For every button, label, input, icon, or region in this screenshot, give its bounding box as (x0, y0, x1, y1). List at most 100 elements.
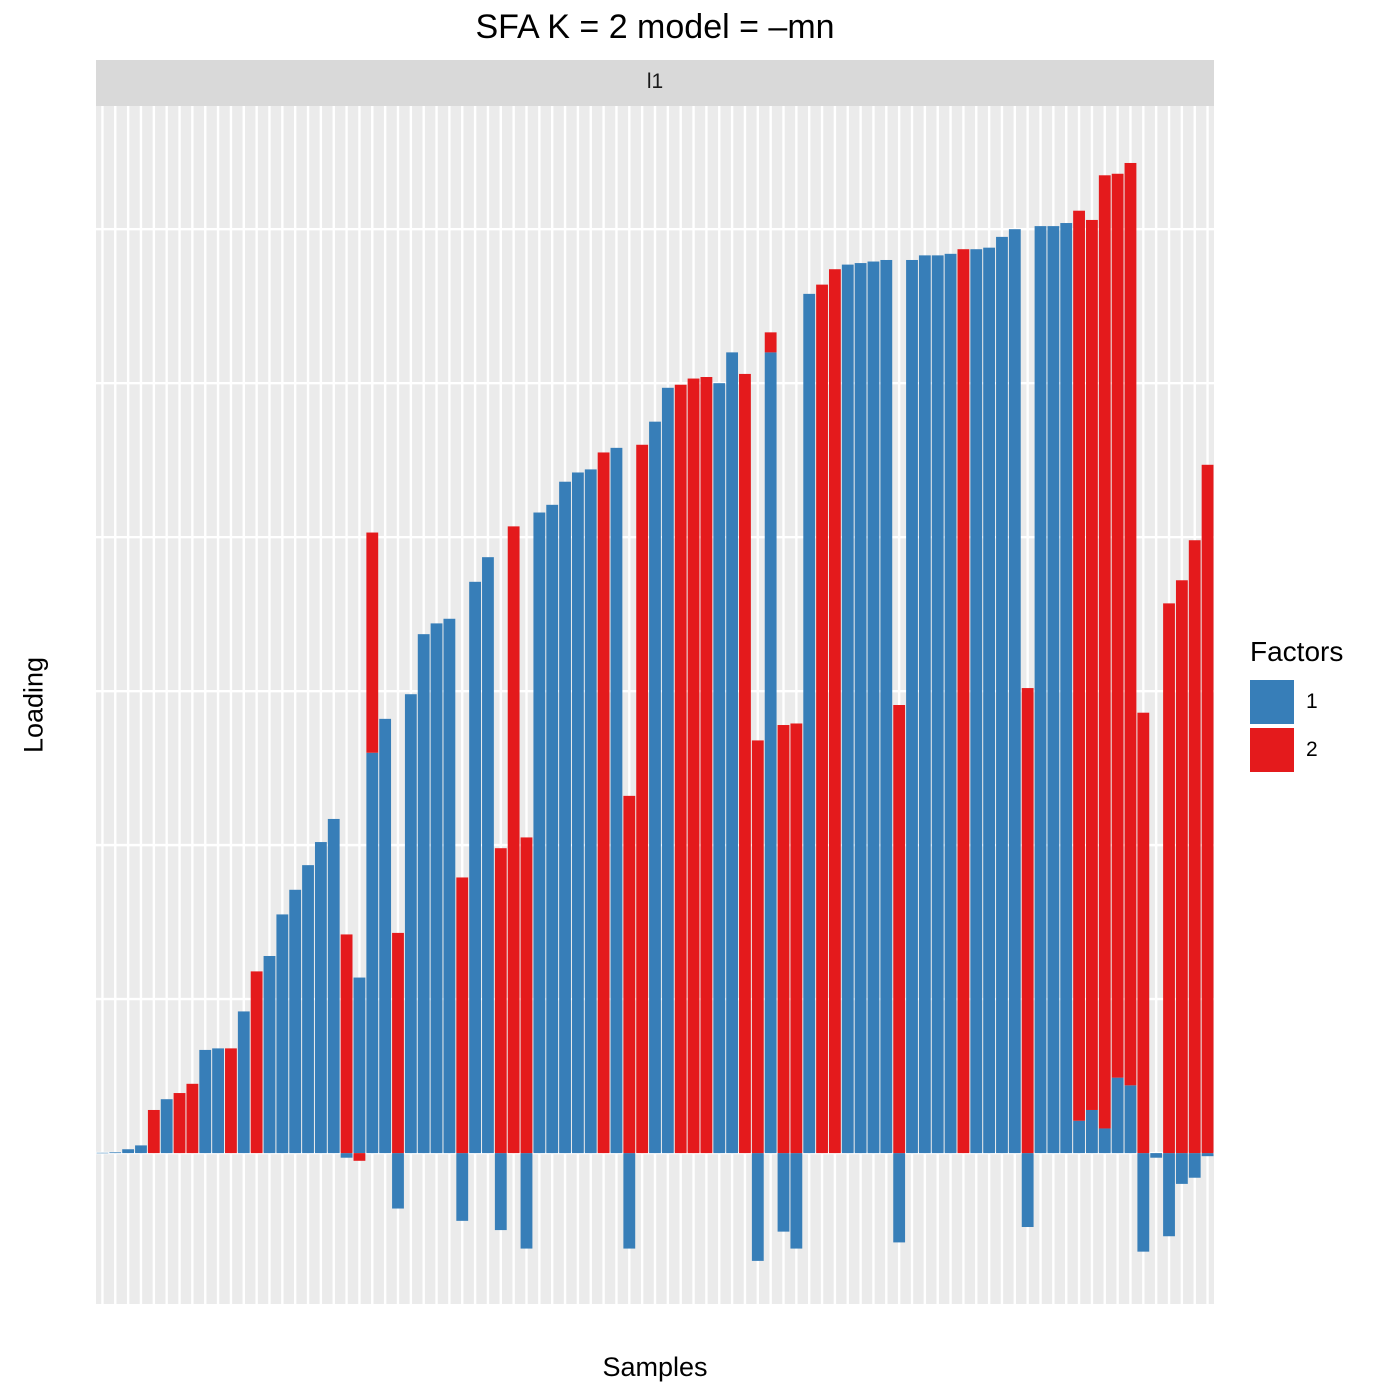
bar-factor-1 (649, 421, 661, 1154)
bar-factor-1 (289, 889, 302, 1154)
bar-factor-1 (482, 557, 494, 1154)
bar-factor-1 (944, 253, 957, 1154)
bar-factor-1 (160, 1099, 173, 1154)
bar-factor-2 (392, 932, 404, 1154)
bar-factor-1 (893, 1153, 906, 1243)
bar-factor-1 (366, 752, 379, 1154)
bar-factor-1 (1124, 1085, 1137, 1154)
bar-factor-2 (353, 1153, 366, 1161)
bar-factor-2 (225, 1048, 237, 1154)
bar-factor-1 (803, 293, 816, 1154)
bar-factor-1 (559, 481, 571, 1154)
bar-factor-1 (931, 255, 944, 1154)
bar-factor-1 (1150, 1153, 1163, 1158)
bar-factor-1 (327, 818, 340, 1154)
bar-factor-1 (970, 249, 983, 1154)
legend: Factors 1 2 (1250, 636, 1343, 774)
bar-factor-1 (918, 255, 931, 1154)
bar-factor-1 (610, 447, 623, 1154)
bar-factor-1 (1047, 226, 1060, 1154)
bar-factor-2 (173, 1093, 186, 1154)
legend-swatch-factor-2 (1250, 728, 1294, 772)
bar-factor-1 (1111, 1077, 1124, 1154)
bar-factor-1 (906, 259, 918, 1154)
legend-title: Factors (1250, 636, 1344, 667)
bar-factor-1 (392, 1153, 404, 1209)
bar-factor-1 (469, 581, 482, 1154)
bar-factor-1 (841, 264, 854, 1154)
bar-factor-2 (507, 526, 520, 1154)
bar-factor-1 (1008, 229, 1021, 1154)
bar-factor-1 (96, 1152, 109, 1154)
bar-factor-2 (1073, 210, 1085, 1121)
bar-factor-1 (456, 1153, 469, 1221)
bar-factor-2 (764, 332, 777, 353)
bar-factor-1 (404, 694, 417, 1154)
legend-item-factor-2: 2 (1250, 726, 1343, 774)
bar-factor-1 (430, 623, 443, 1154)
bar-factor-1 (314, 842, 327, 1154)
bar-factor-1 (212, 1048, 224, 1154)
bar-factor-2 (636, 444, 649, 1154)
bar-factor-1 (199, 1049, 212, 1154)
bar-factor-1 (996, 236, 1008, 1154)
bar-factor-1 (880, 259, 893, 1154)
bar-factor-1 (340, 1153, 353, 1158)
bar-factor-2 (520, 837, 533, 1154)
legend-item-factor-1: 1 (1250, 678, 1343, 726)
bar-factor-1 (623, 1153, 636, 1249)
bar-factor-1 (1060, 223, 1073, 1154)
bar-factor-1 (276, 914, 289, 1154)
legend-swatch-factor-1 (1250, 680, 1294, 724)
bar-factor-2 (366, 532, 379, 753)
bar-factor-1 (983, 247, 996, 1154)
plot-panel (96, 106, 1214, 1304)
bar-factor-1 (854, 263, 867, 1154)
bar-factor-1 (1034, 226, 1047, 1154)
bar-factor-2 (250, 971, 263, 1154)
bar-factor-1 (353, 977, 366, 1154)
bar-factor-1 (109, 1152, 122, 1154)
bar-factor-2 (893, 705, 906, 1154)
bar-factor-2 (186, 1083, 199, 1154)
bar-factor-2 (1098, 175, 1111, 1129)
bar-factor-1 (777, 1153, 790, 1232)
bar-factor-1 (1086, 1109, 1098, 1154)
bar-factor-2 (1163, 603, 1175, 1154)
bar-factor-1 (443, 618, 456, 1154)
bar-factor-1 (494, 1153, 507, 1231)
bar-factor-2 (1201, 464, 1214, 1154)
bar-factor-2 (1086, 219, 1098, 1110)
bar-factor-1 (751, 1153, 764, 1261)
bar-factor-1 (764, 352, 777, 1154)
chart-title: SFA K = 2 model = –mn (475, 8, 835, 46)
bar-factor-1 (1163, 1153, 1175, 1237)
bar-factor-1 (122, 1149, 135, 1154)
bar-factor-1 (1188, 1153, 1201, 1178)
bar-factor-1 (584, 469, 597, 1154)
bar-factor-2 (1124, 162, 1137, 1086)
bar-factor-2 (1188, 540, 1201, 1154)
bar-factor-1 (726, 352, 739, 1154)
bar-factor-1 (1175, 1153, 1188, 1184)
bar-factor-2 (957, 249, 970, 1154)
bar-factor-1 (520, 1153, 533, 1249)
bar-factor-2 (751, 740, 764, 1154)
bar-factor-1 (417, 634, 430, 1154)
y-axis-label: Loading (18, 656, 49, 754)
bar-factor-1 (790, 1153, 803, 1249)
bar-factor-2 (1137, 712, 1150, 1154)
bar-factor-1 (237, 1011, 250, 1154)
bar-factor-2 (1175, 580, 1188, 1154)
bar-factor-1 (713, 383, 726, 1154)
bar-factor-1 (263, 955, 276, 1154)
bar-factor-2 (1021, 688, 1034, 1154)
facet-label: l1 (646, 70, 664, 93)
bar-factor-1 (571, 472, 584, 1154)
bar-factor-1 (867, 261, 880, 1154)
bar-factor-1 (1073, 1120, 1085, 1154)
bar-factor-2 (494, 848, 507, 1154)
bar-factor-2 (700, 377, 713, 1154)
bar-factor-2 (1111, 173, 1124, 1078)
bar-factor-1 (379, 718, 392, 1154)
